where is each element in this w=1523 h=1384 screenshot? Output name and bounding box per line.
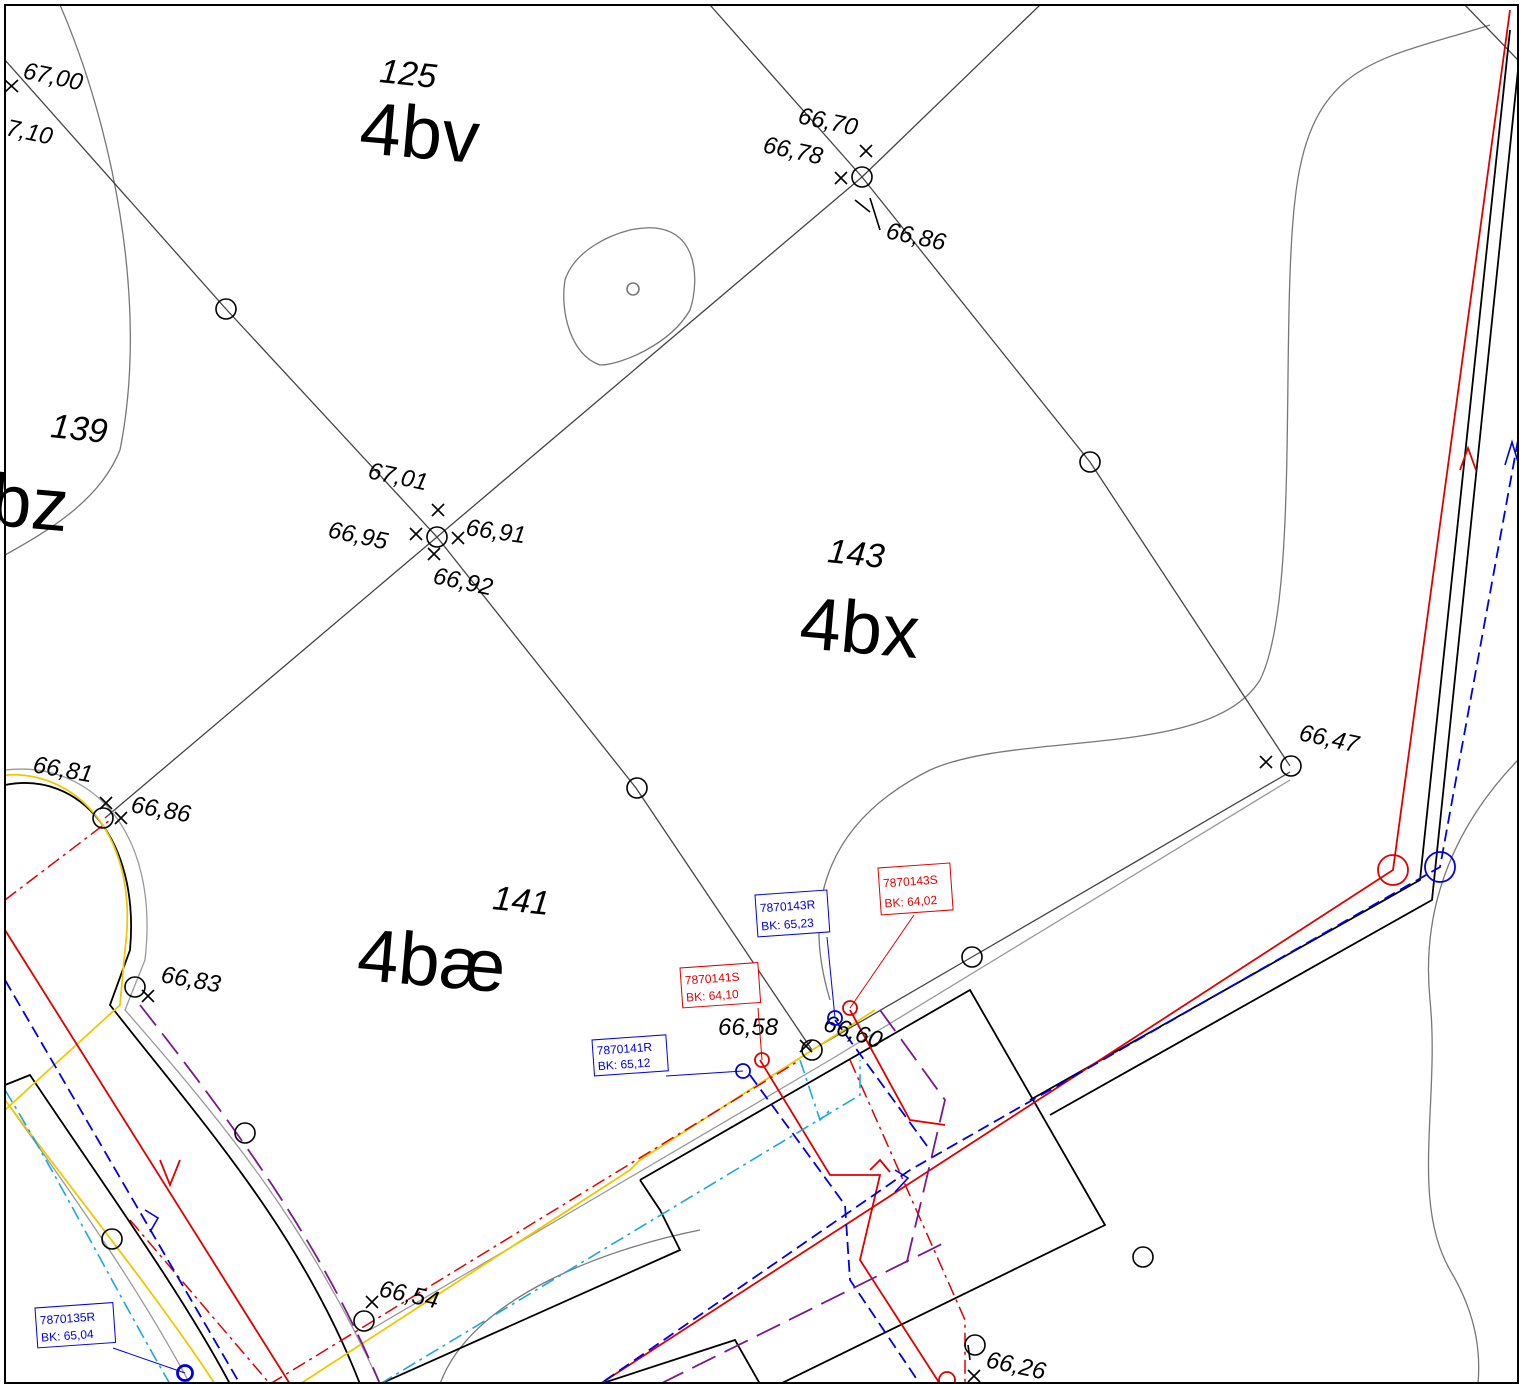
- utility-sewer: [600, 10, 1510, 1384]
- elevation: 66,81: [31, 751, 95, 788]
- road-edge-gray: [5, 769, 1290, 1384]
- road-edge-gray: [370, 780, 1290, 1330]
- leader-line: [113, 1348, 185, 1373]
- boundary-marker: [125, 977, 145, 997]
- utility-telecom: [5, 1060, 860, 1384]
- boundary-marker: [5, 80, 1301, 1382]
- elevation: 66,78: [761, 131, 826, 170]
- utility-sewer: [1460, 448, 1476, 470]
- leader-line: [850, 915, 914, 1008]
- parcel-boundary: [105, 5, 1040, 818]
- utility-water: [600, 440, 1518, 1384]
- road-edge: [1050, 70, 1518, 1115]
- road-edge: [380, 1180, 680, 1384]
- utility-gas: [300, 1010, 875, 1384]
- utility-sewer: [870, 1160, 890, 1172]
- contour: [819, 25, 1490, 1000]
- boundary-marker: [627, 283, 639, 295]
- utility-sewer-dash: [850, 1060, 965, 1384]
- elevation: 66,91: [464, 514, 527, 549]
- contour: [5, 5, 1518, 1384]
- elevation: 66,83: [159, 961, 223, 998]
- utility-power: [140, 1005, 950, 1384]
- elevation: 66,26: [984, 1346, 1049, 1384]
- elevation: 67,01: [366, 457, 430, 496]
- utility-power: [880, 1010, 945, 1270]
- boundary-marker: [627, 778, 647, 798]
- parcel-boundary: [5, 5, 1518, 1050]
- elevation: 66,58: [718, 1014, 779, 1041]
- road-edge: [5, 30, 1518, 1384]
- road-edge: [5, 783, 360, 1384]
- utility-telecom: [380, 1060, 860, 1384]
- parcel-number: 141: [491, 879, 551, 923]
- elevation: 66,95: [326, 516, 391, 555]
- parcel-code: 4bx: [797, 581, 923, 674]
- utility-sewer: [5, 10, 1510, 1384]
- elevation: 7,10: [4, 114, 56, 150]
- map: 1254bv139bz1434bx1414bæ67,007,1066,7066,…: [0, 0, 1523, 1384]
- elevation: 66,70: [796, 102, 861, 141]
- utility-sewer-dash: [5, 820, 110, 900]
- map-lines: [5, 5, 1518, 1384]
- elevation: 66,86: [129, 791, 193, 828]
- boundary-marker: [235, 1123, 255, 1143]
- parcel-code: 4bv: [357, 86, 483, 179]
- road-edge: [1030, 30, 1510, 1100]
- leader-line: [827, 937, 835, 1018]
- flow-arrow: [145, 1210, 158, 1232]
- parcel-code: bz: [0, 458, 72, 547]
- contour: [564, 228, 695, 365]
- parcel-code: 4bæ: [354, 913, 509, 1009]
- frame: [5, 5, 1518, 1383]
- boundary-marker: [1133, 1247, 1153, 1267]
- boundary-marker: [102, 1229, 122, 1249]
- contour: [440, 1230, 700, 1384]
- boundary-marker: [1281, 756, 1301, 776]
- elevation: 66,54: [377, 1275, 441, 1314]
- leader-line: [666, 1071, 743, 1076]
- parcel-number: 143: [826, 532, 886, 576]
- elevation: 66,92: [431, 562, 495, 601]
- manhole-label: 7870135RBK: 65,04: [35, 1303, 116, 1348]
- utility-water: [750, 1075, 920, 1384]
- parcel-number: 139: [49, 407, 109, 451]
- elevation: 66,47: [1297, 719, 1363, 758]
- flow-arrow: [1505, 442, 1518, 465]
- elevation: 66,86: [884, 217, 949, 256]
- elevation: 67,00: [21, 57, 86, 96]
- utility-sewer-dash: [130, 1220, 270, 1384]
- boundary-marker: [354, 1311, 374, 1331]
- boundary-marker: [5, 80, 1272, 1382]
